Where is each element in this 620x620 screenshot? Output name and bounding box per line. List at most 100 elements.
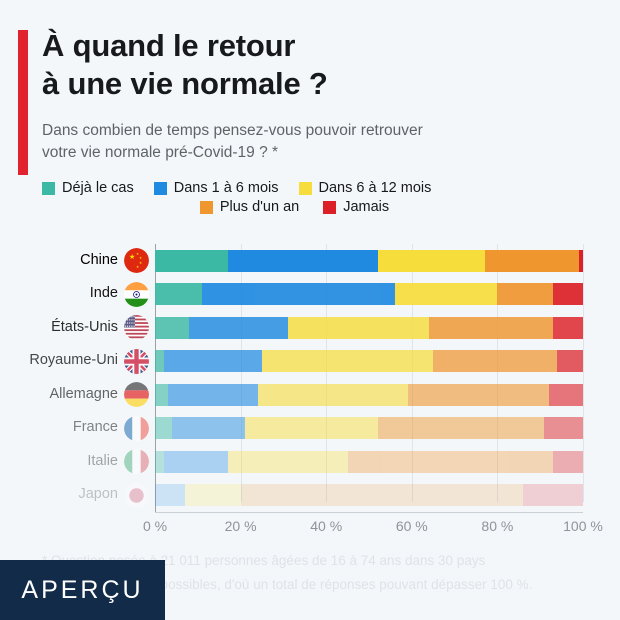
bar-segment[interactable] xyxy=(244,417,378,440)
legend-item-label: Plus d'un an xyxy=(219,199,300,215)
bar-segment[interactable] xyxy=(433,350,558,373)
flag-icon-fr xyxy=(124,415,149,441)
legend-item[interactable]: Dans 1 à 6 mois xyxy=(153,180,279,196)
flag-icon-cn: ★ ★ ★ ★ ★ xyxy=(124,248,149,274)
bar-row[interactable] xyxy=(155,383,583,406)
plot-area xyxy=(155,244,584,513)
bar-segment[interactable] xyxy=(155,350,164,373)
bar-row[interactable] xyxy=(155,350,583,373)
y-axis-tick-label: Inde xyxy=(89,285,118,302)
y-axis-tick-label: Allemagne xyxy=(49,385,118,402)
bar-segment[interactable] xyxy=(523,484,583,507)
y-axis-tick-label: Japon xyxy=(78,486,118,503)
bar-segment[interactable] xyxy=(257,383,408,406)
bar-segment[interactable] xyxy=(557,350,583,373)
bar-row[interactable] xyxy=(155,450,583,473)
y-axis-tick-label: Italie xyxy=(87,452,118,469)
y-axis-tick-label: États-Unis xyxy=(51,318,118,335)
bar-row[interactable] xyxy=(155,283,583,306)
bar-segment[interactable] xyxy=(227,249,378,272)
x-axis-tick-label: 20 % xyxy=(224,518,257,534)
bar-segment[interactable] xyxy=(548,383,583,406)
bar-segment[interactable] xyxy=(287,316,429,339)
legend-item-label: Jamais xyxy=(343,199,390,215)
subtitle-line-2: votre vie normale pré-Covid-19 ? * xyxy=(42,144,279,161)
legend-swatch-icon xyxy=(323,200,337,214)
bar-segment[interactable] xyxy=(172,417,245,440)
apercu-badge: APERÇU xyxy=(0,560,165,620)
svg-text:★: ★ xyxy=(136,265,140,269)
legend-row-2: Plus d'un an Jamais xyxy=(42,199,587,215)
page-subtitle: Dans combien de temps pensez-vous pouvoi… xyxy=(42,120,602,164)
legend-swatch-icon xyxy=(298,181,312,195)
legend-row-1: Déjà le cas Dans 1 à 6 mois Dans 6 à 12 mo… xyxy=(42,180,587,196)
bar-row[interactable] xyxy=(155,484,583,507)
bar-segment[interactable] xyxy=(163,350,262,373)
flag-icon-jp xyxy=(124,482,149,508)
svg-text:★: ★ xyxy=(136,252,140,256)
bar-segment[interactable] xyxy=(240,484,524,507)
legend-item[interactable]: Jamais xyxy=(323,199,389,215)
chart-gridline xyxy=(326,244,328,502)
bar-segment[interactable] xyxy=(497,283,554,306)
bar-row[interactable] xyxy=(155,316,583,339)
bar-segment[interactable] xyxy=(553,450,583,473)
legend-swatch-icon xyxy=(153,181,167,195)
bar-segment[interactable] xyxy=(155,249,228,272)
bar-segment[interactable] xyxy=(377,249,485,272)
legend-item-label: Dans 6 à 12 mois xyxy=(318,180,432,196)
chart-gridline xyxy=(583,244,584,502)
bar-segment[interactable] xyxy=(377,417,545,440)
bar-segment[interactable] xyxy=(553,316,583,339)
bar-segment[interactable] xyxy=(428,316,554,339)
y-axis-tick: Chine xyxy=(0,249,118,271)
bar-segment[interactable] xyxy=(155,383,168,406)
apercu-label: APERÇU xyxy=(21,575,144,604)
bar-segment[interactable] xyxy=(155,283,203,306)
bar-segment[interactable] xyxy=(155,417,173,440)
x-axis-ticks: 0 % 20 % 40 % 60 % 80 % 100 % xyxy=(143,518,603,540)
bar-segment[interactable] xyxy=(262,350,434,373)
bar-row[interactable] xyxy=(155,417,583,440)
y-axis-labels: Chine ★ ★ ★ ★ ★ Inde États-Unis Royaume-Uni Allem… xyxy=(0,244,155,512)
bar-segment[interactable] xyxy=(155,484,185,507)
bar-segment[interactable] xyxy=(155,450,164,473)
bar-segment[interactable] xyxy=(155,316,190,339)
y-axis-tick: Royaume-Uni xyxy=(0,349,118,371)
chart-gridline xyxy=(240,244,242,502)
bar-segment[interactable] xyxy=(202,283,395,306)
bar-segment[interactable] xyxy=(227,450,348,473)
bar-row[interactable] xyxy=(155,249,583,272)
flag-icon-de xyxy=(124,382,149,408)
bar-segment[interactable] xyxy=(578,249,583,272)
title-line-1: À quand le retour xyxy=(42,28,296,63)
bar-segment[interactable] xyxy=(163,450,228,473)
svg-text:★: ★ xyxy=(139,256,143,260)
bar-segment[interactable] xyxy=(553,283,583,306)
y-axis-tick: Inde xyxy=(0,282,118,304)
accent-bar xyxy=(18,30,28,175)
legend-swatch-icon xyxy=(42,181,55,195)
bar-segment[interactable] xyxy=(407,383,549,406)
bar-segment[interactable] xyxy=(544,417,583,440)
bar-segment[interactable] xyxy=(167,383,258,406)
y-axis-tick: Italie xyxy=(0,450,118,472)
legend-swatch-icon xyxy=(199,200,213,214)
chart-legend: Déjà le cas Dans 1 à 6 mois Dans 6 à 12 mo… xyxy=(42,180,587,218)
bar-segment[interactable] xyxy=(394,283,498,306)
legend-item[interactable]: Déjà le cas xyxy=(42,180,134,196)
svg-text:★: ★ xyxy=(129,253,135,261)
svg-text:★: ★ xyxy=(139,261,143,265)
bar-segment[interactable] xyxy=(184,484,241,507)
page-title: À quand le retour à une vie normale ? xyxy=(42,27,602,103)
y-axis-tick-label: Chine xyxy=(80,251,118,268)
bar-segment[interactable] xyxy=(347,450,554,473)
flag-icon-it xyxy=(124,449,149,475)
x-axis-tick-label: 40 % xyxy=(310,518,343,534)
legend-item[interactable]: Plus d'un an xyxy=(199,199,300,215)
bar-segment[interactable] xyxy=(484,249,579,272)
bar-segment[interactable] xyxy=(189,316,288,339)
chart-gridline xyxy=(411,244,413,502)
legend-item[interactable]: Dans 6 à 12 mois xyxy=(298,180,432,196)
